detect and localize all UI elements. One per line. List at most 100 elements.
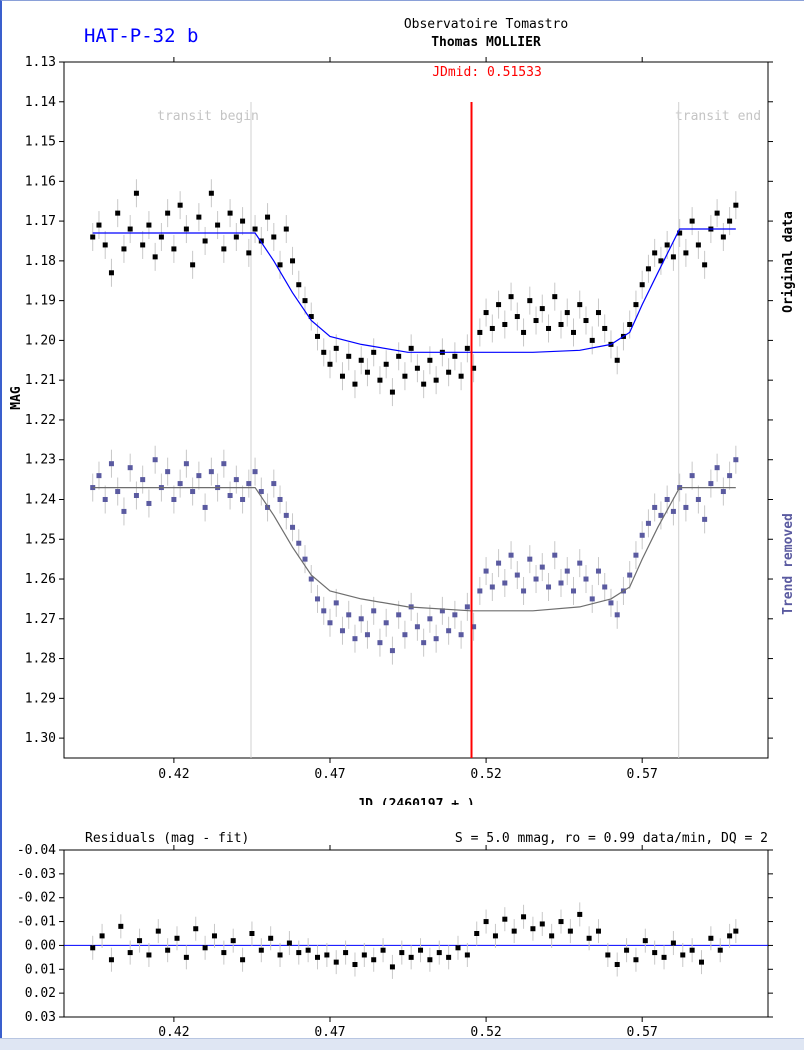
trend-removed-point [414, 624, 420, 630]
y-tick-label: 1.13 [25, 55, 56, 70]
trend-removed-point [689, 473, 695, 479]
original-data-point [489, 325, 495, 331]
original-data-point [283, 226, 289, 232]
residual-point [577, 911, 583, 917]
trend-removed-point [577, 560, 583, 566]
residuals-chart: Residuals (mag - fit) S = 5.0 mmag, ro =… [17, 831, 773, 1040]
trend-removed-point [433, 636, 439, 642]
original-data-point [508, 294, 514, 300]
transit-begin-label: transit begin [157, 109, 259, 124]
original-data-point [695, 242, 701, 248]
original-data-point [371, 349, 377, 355]
trend-removed-point [202, 504, 208, 510]
original-data-point [327, 361, 333, 367]
residual-point [108, 957, 114, 963]
trend-removed-point [658, 512, 664, 518]
trend-removed-point [458, 632, 464, 638]
residual-point [155, 928, 161, 934]
residual-point [464, 952, 470, 958]
residual-point [333, 959, 339, 965]
y-tick-label: -0.01 [17, 915, 56, 930]
residual-point [240, 957, 246, 963]
y-tick-label: -0.04 [17, 843, 56, 858]
residual-point [549, 933, 555, 939]
original-data-point [352, 381, 358, 387]
residual-point [249, 931, 255, 936]
residual-point [670, 940, 676, 946]
residual-point [324, 952, 330, 958]
residual-point [277, 952, 283, 958]
trend-removed-point [233, 477, 239, 483]
residual-point [680, 952, 686, 958]
original-data-point [471, 365, 477, 371]
y-tick-label: 1.26 [25, 572, 56, 587]
original-data-point [408, 345, 414, 351]
original-data-point [421, 381, 427, 387]
trend-removed-point [258, 489, 264, 495]
y-tick-label: 0.00 [25, 938, 56, 953]
original-data-point [464, 345, 470, 351]
original-data-point [302, 298, 308, 304]
original-data-point [90, 234, 96, 240]
original-data-point [358, 357, 364, 363]
residual-point [352, 962, 358, 968]
original-data-point [595, 310, 601, 316]
original-data-point [546, 325, 552, 331]
trend-removed-point [471, 624, 477, 630]
residual-point [399, 950, 405, 956]
trend-removed-point [333, 600, 339, 606]
plot-frame [63, 61, 769, 759]
residual-point [183, 954, 189, 960]
trend-removed-point [427, 616, 433, 622]
y-tick-label: -0.03 [17, 867, 56, 882]
y-tick-label: 0.03 [25, 1010, 56, 1025]
original-data-point [720, 234, 726, 240]
trend-removed-point [315, 596, 321, 602]
original-data-point [639, 282, 645, 288]
y-tick-label: 1.22 [25, 413, 56, 428]
original-data-point [633, 302, 639, 308]
original-data-point [233, 234, 239, 240]
original-data-point [190, 262, 196, 268]
y-tick-label: 1.14 [25, 95, 56, 110]
original-data-point [602, 325, 608, 331]
residual-point [230, 938, 236, 944]
residual-point [343, 950, 349, 956]
residual-point [483, 919, 489, 925]
x-tick-label: 0.42 [158, 767, 189, 782]
trend-removed-point [221, 461, 227, 467]
residual-point [699, 959, 705, 965]
y-tick-label: 1.28 [25, 652, 56, 667]
residual-point [558, 919, 564, 925]
trend-removed-point [708, 481, 714, 487]
trend-removed-point [402, 632, 408, 638]
trend-removed-point [564, 568, 570, 574]
original-data-point [446, 369, 452, 375]
original-data-point [265, 214, 271, 220]
trend-removed-point [190, 489, 196, 495]
trend-removed-point [252, 469, 258, 475]
trend-removed-point [290, 524, 296, 530]
residual-point [436, 950, 442, 956]
original-data-point [589, 337, 595, 343]
trend-removed-point [265, 504, 271, 510]
trend-removed-point [558, 580, 564, 586]
residuals-stats: S = 5.0 mmag, ro = 0.99 data/min, DQ = 2 [455, 831, 768, 846]
residual-point [165, 947, 171, 953]
trend-removed-point [595, 568, 601, 574]
trend-removed-point [496, 560, 502, 566]
trend-removed-point [589, 596, 595, 602]
y-axis-label: MAG [9, 386, 24, 410]
trend-removed-point [171, 496, 177, 502]
residual-point [539, 921, 545, 927]
y-tick-label: 1.17 [25, 214, 56, 229]
y-tick-label: -0.02 [17, 891, 56, 906]
x-axis-label: JD (2460197 + ) [357, 797, 474, 805]
original-data-point [664, 242, 670, 248]
original-data-point [433, 377, 439, 383]
trend-removed-point [352, 636, 358, 642]
original-data-point [577, 302, 583, 308]
trend-removed-point [283, 512, 289, 518]
trend-removed-point [702, 516, 708, 522]
trend-removed-point [327, 620, 333, 626]
